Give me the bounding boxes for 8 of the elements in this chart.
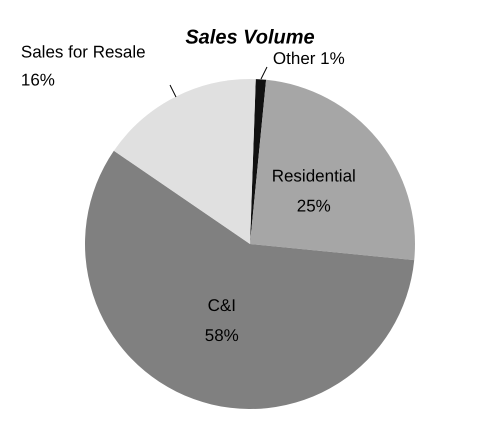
data-label: 16% bbox=[20, 70, 55, 90]
chart-title: Sales Volume bbox=[185, 26, 315, 49]
data-label: 25% bbox=[296, 196, 331, 216]
slice-label: Residential bbox=[272, 166, 356, 186]
slice-label: Other 1% bbox=[272, 49, 345, 68]
slice-label: C&I bbox=[208, 296, 236, 316]
data-label: 58% bbox=[204, 326, 239, 346]
slice-label: Sales for Resale bbox=[20, 42, 146, 62]
